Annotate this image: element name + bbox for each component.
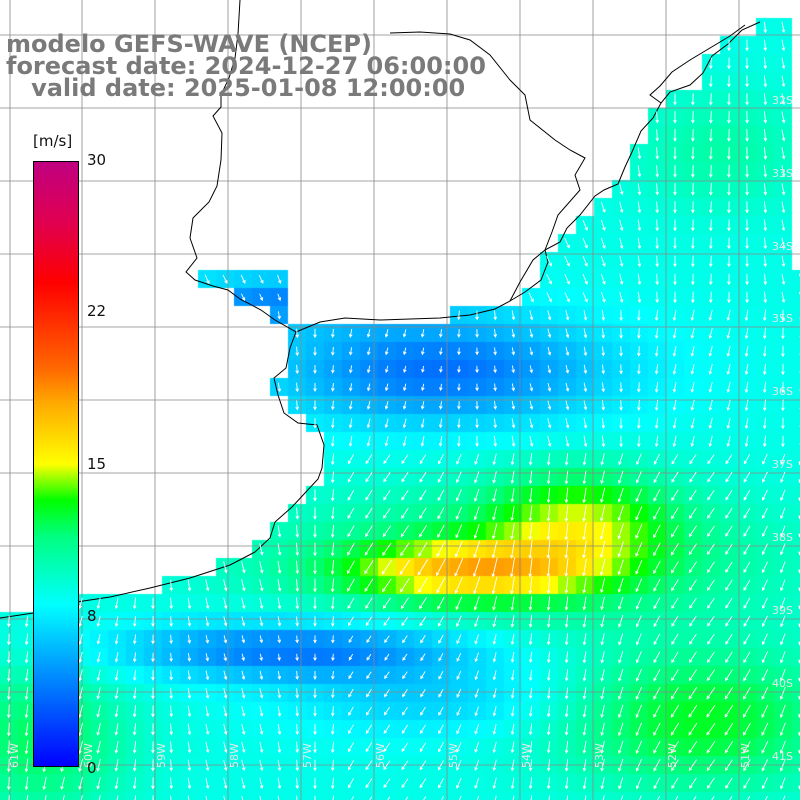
colorbar — [33, 161, 79, 767]
longitude-label: 56W — [374, 743, 387, 768]
longitude-label: 59W — [155, 743, 168, 768]
latitude-label: 37S — [772, 458, 793, 471]
longitude-labels: 61W 60W 59W 58W 57W 56W 55W 54W 53W 52W 51W — [8, 743, 752, 768]
wind-vectors — [6, 21, 800, 800]
colorbar-tick-0: 0 — [87, 759, 97, 777]
longitude-label: 53W — [593, 743, 606, 768]
colorbar-tick-22: 22 — [87, 302, 107, 320]
latitude-label: 35S — [772, 312, 793, 325]
longitude-label: 52W — [666, 743, 679, 768]
latitude-label: 40S — [772, 677, 793, 690]
latitude-label: 38S — [772, 531, 793, 544]
title-forecast-date: forecast date: 2024-12-27 06:00:00 — [6, 52, 486, 80]
longitude-label: 61W — [8, 743, 21, 768]
latitude-label: 39S — [772, 604, 793, 617]
border-line — [649, 24, 746, 104]
longitude-label: 54W — [520, 743, 533, 768]
latitude-label: 36S — [772, 385, 793, 398]
colorbar-unit: [m/s] — [33, 132, 73, 150]
latitude-labels: 32S 33S 34S 35S 36S 37S 38S 39S 40S 41S — [772, 94, 793, 763]
latitude-label: 33S — [772, 167, 793, 180]
latitude-label: 41S — [772, 750, 793, 763]
longitude-label: 55W — [447, 743, 460, 768]
longitude-label: 57W — [301, 743, 314, 768]
border-line — [389, 31, 586, 302]
wind-arrow-set — [6, 21, 800, 800]
coastline-argentina-uruguay-brazil — [0, 0, 325, 619]
longitude-label: 51W — [739, 743, 752, 768]
colorbar-tick-8: 8 — [87, 607, 97, 625]
title-model: modelo GEFS-WAVE (NCEP) — [6, 30, 372, 58]
latitude-label: 32S — [772, 94, 793, 107]
latitude-label: 34S — [772, 240, 793, 253]
longitude-label: 58W — [228, 743, 241, 768]
colorbar-tick-30: 30 — [87, 151, 107, 169]
longitude-label: 60W — [82, 743, 95, 768]
colorbar-tick-15: 15 — [87, 455, 107, 473]
title-valid-date: valid date: 2025-01-08 12:00:00 — [6, 74, 466, 102]
coastline-rio-de-la-plata-north — [295, 21, 761, 333]
